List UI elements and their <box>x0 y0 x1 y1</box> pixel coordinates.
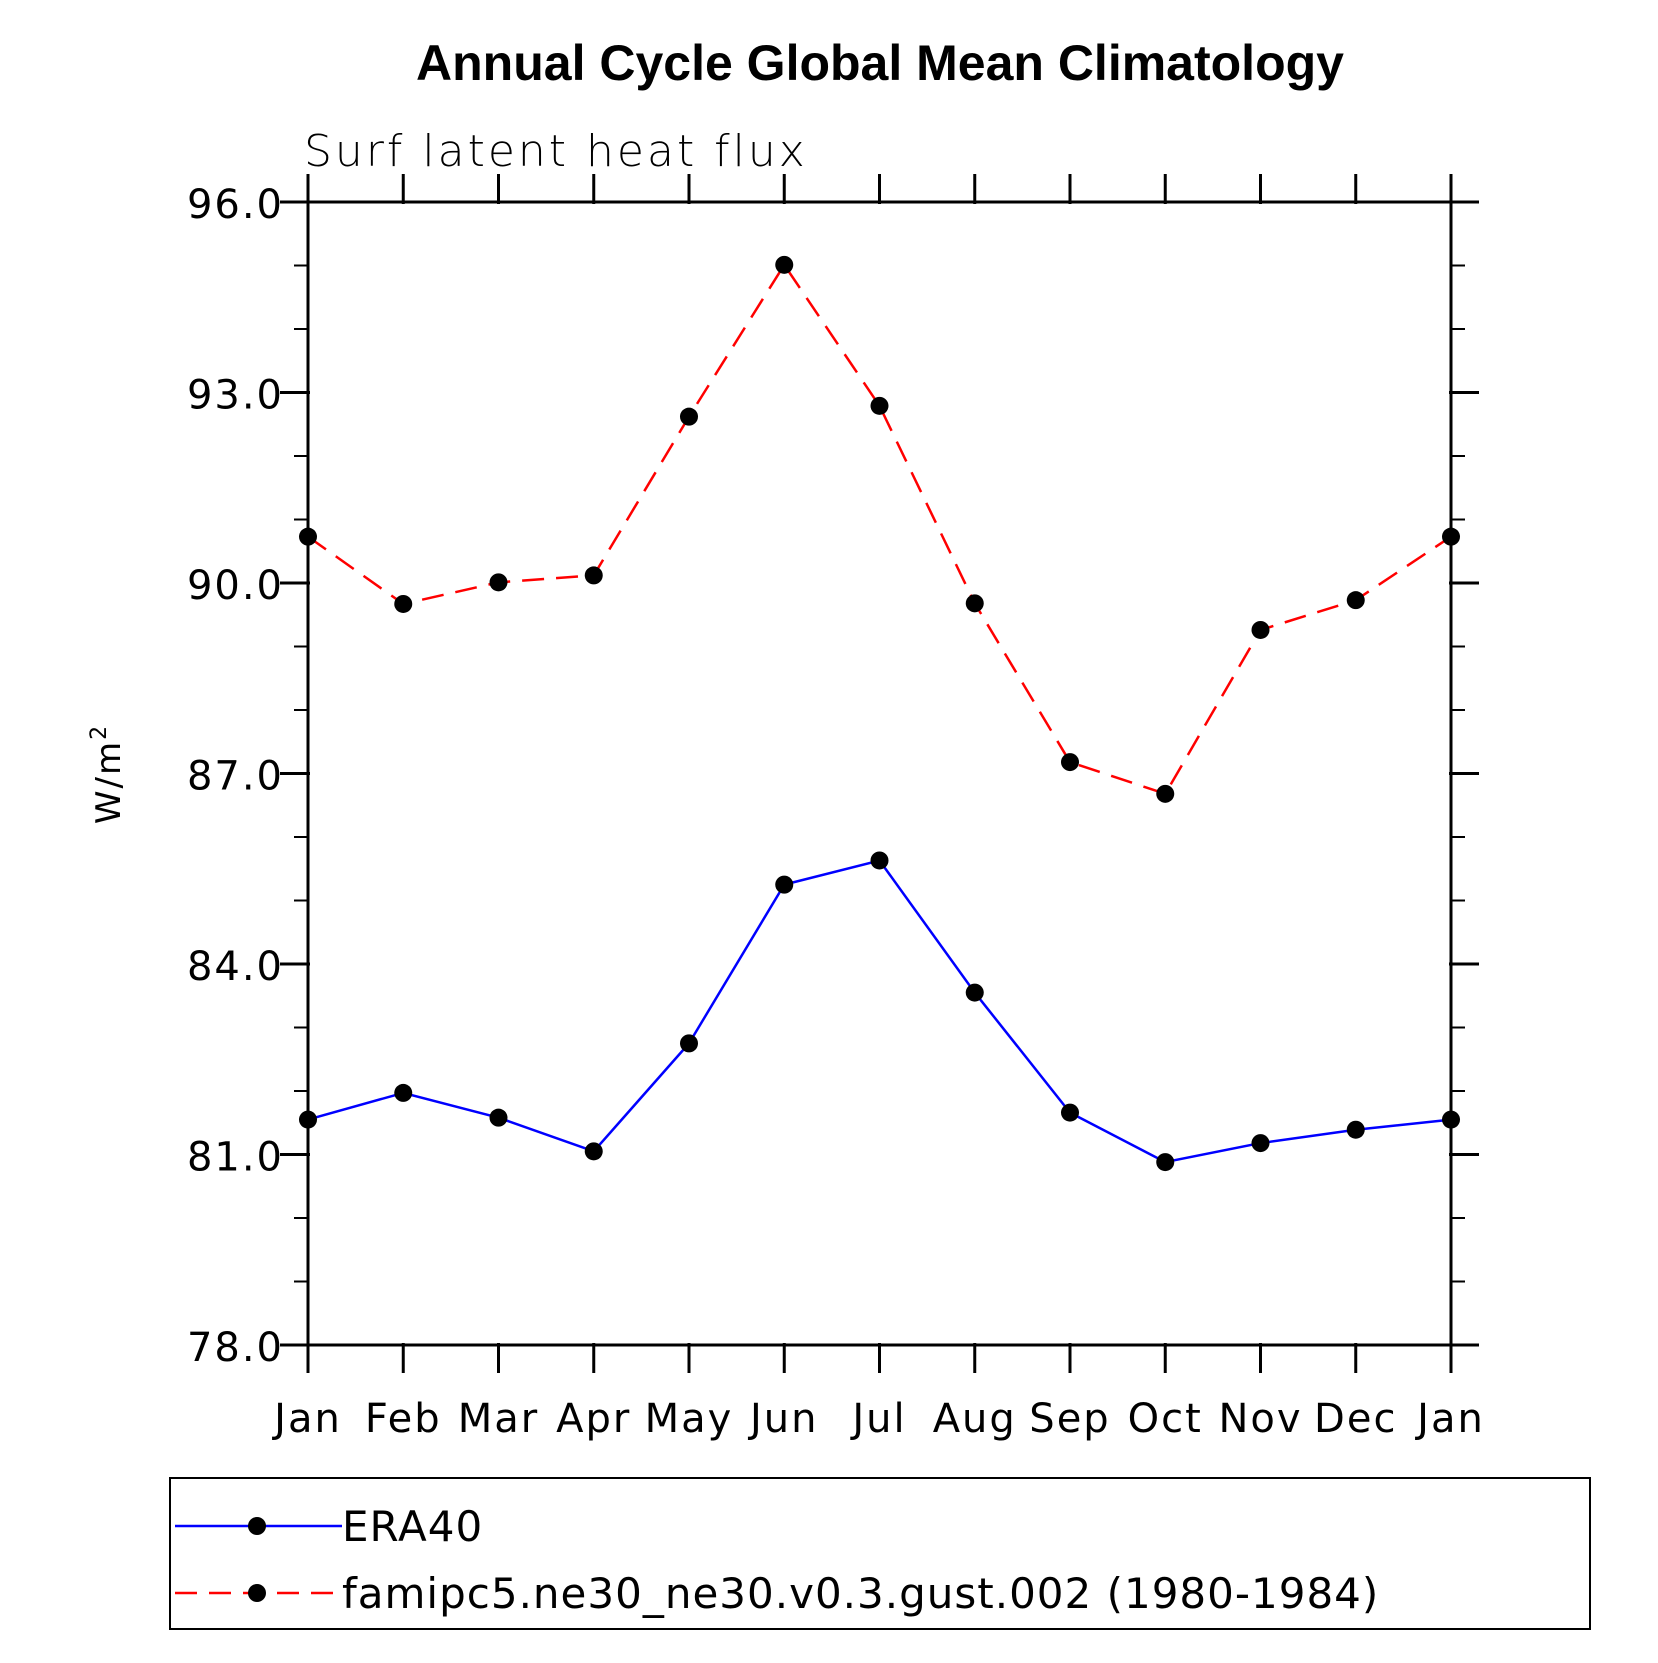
x-tick-label: Sep <box>1029 1396 1110 1442</box>
data-point-series-1 <box>680 407 698 426</box>
legend-frame <box>169 1477 1591 1630</box>
data-point-series-1 <box>965 594 984 613</box>
data-point-series-0 <box>489 1108 508 1127</box>
plot-area: Jan Feb Mar Apr May Jun Jul Aug Sep Oct Nov Dec Jan 7… <box>87 174 1485 1442</box>
data-point-series-1 <box>1061 753 1079 772</box>
data-point-series-0 <box>1156 1153 1175 1172</box>
data-point-series-0 <box>1061 1103 1079 1122</box>
x-tick-label: Feb <box>365 1396 442 1442</box>
y-tick-label: 84.0 <box>187 944 284 990</box>
data-point-series-0 <box>1251 1134 1270 1153</box>
data-point-series-1 <box>489 573 508 592</box>
data-point-series-0 <box>299 1110 317 1129</box>
data-point-series-0 <box>680 1034 698 1053</box>
data-point-series-1 <box>775 255 794 274</box>
data-point-series-1 <box>584 566 603 585</box>
legend: ERA40 famipc5.ne30_ne30.v0.3.gust.002 (19… <box>169 1477 1591 1630</box>
series-line-1 <box>307 262 1452 796</box>
y-tick-label: 81.0 <box>187 1135 284 1181</box>
x-tick-label: Jun <box>747 1396 819 1442</box>
data-point-series-1 <box>1346 591 1365 610</box>
x-tick-label: Jul <box>849 1396 906 1442</box>
y-tick-label: 93.0 <box>187 373 284 419</box>
data-point-series-1 <box>1251 620 1270 639</box>
series-line-0 <box>307 859 1452 1164</box>
x-tick-label: Jan <box>1414 1396 1485 1442</box>
x-tick-label: Mar <box>458 1396 539 1442</box>
legend-label-1: famipc5.ne30_ne30.v0.3.gust.002 (1980-19… <box>342 1569 1379 1618</box>
data-point-series-0 <box>1442 1110 1460 1129</box>
x-tick-label: Nov <box>1218 1396 1302 1442</box>
y-tick-label: 87.0 <box>187 754 284 800</box>
y-axis-label: W/m2 <box>87 724 129 824</box>
data-point-series-1 <box>1442 527 1460 546</box>
y-tick-label: 96.0 <box>187 182 284 228</box>
x-tick-label: Jan <box>271 1396 342 1442</box>
x-tick-label: May <box>645 1396 734 1442</box>
data-point-series-0 <box>1346 1120 1365 1139</box>
data-point-series-1 <box>394 594 413 613</box>
y-tick-label: 78.0 <box>187 1325 284 1371</box>
legend-marker-1 <box>248 1584 266 1602</box>
chart-title: Annual Cycle Global Mean Climatology <box>416 35 1344 91</box>
y-axis-label-unit: W/m <box>89 740 129 824</box>
legend-label-0: ERA40 <box>342 1502 483 1551</box>
x-tick-label: Dec <box>1314 1396 1397 1442</box>
x-tick-label: Apr <box>556 1396 631 1442</box>
x-tick-label: Oct <box>1128 1396 1203 1442</box>
y-axis-label-superscript: 2 <box>87 724 112 740</box>
data-point-series-0 <box>584 1142 603 1161</box>
legend-marker-0 <box>248 1517 266 1535</box>
data-point-series-0 <box>775 875 794 894</box>
data-point-series-1 <box>1156 784 1175 803</box>
data-point-series-0 <box>870 851 889 870</box>
plot-frame <box>306 200 1453 1347</box>
x-tick-label: Aug <box>933 1396 1017 1442</box>
chart-subtitle: Surf latent heat flux <box>304 126 808 177</box>
data-point-series-0 <box>965 983 984 1002</box>
data-point-series-1 <box>870 396 889 415</box>
y-tick-label: 90.0 <box>187 563 284 609</box>
data-point-series-1 <box>299 527 317 546</box>
data-point-series-0 <box>394 1083 413 1102</box>
